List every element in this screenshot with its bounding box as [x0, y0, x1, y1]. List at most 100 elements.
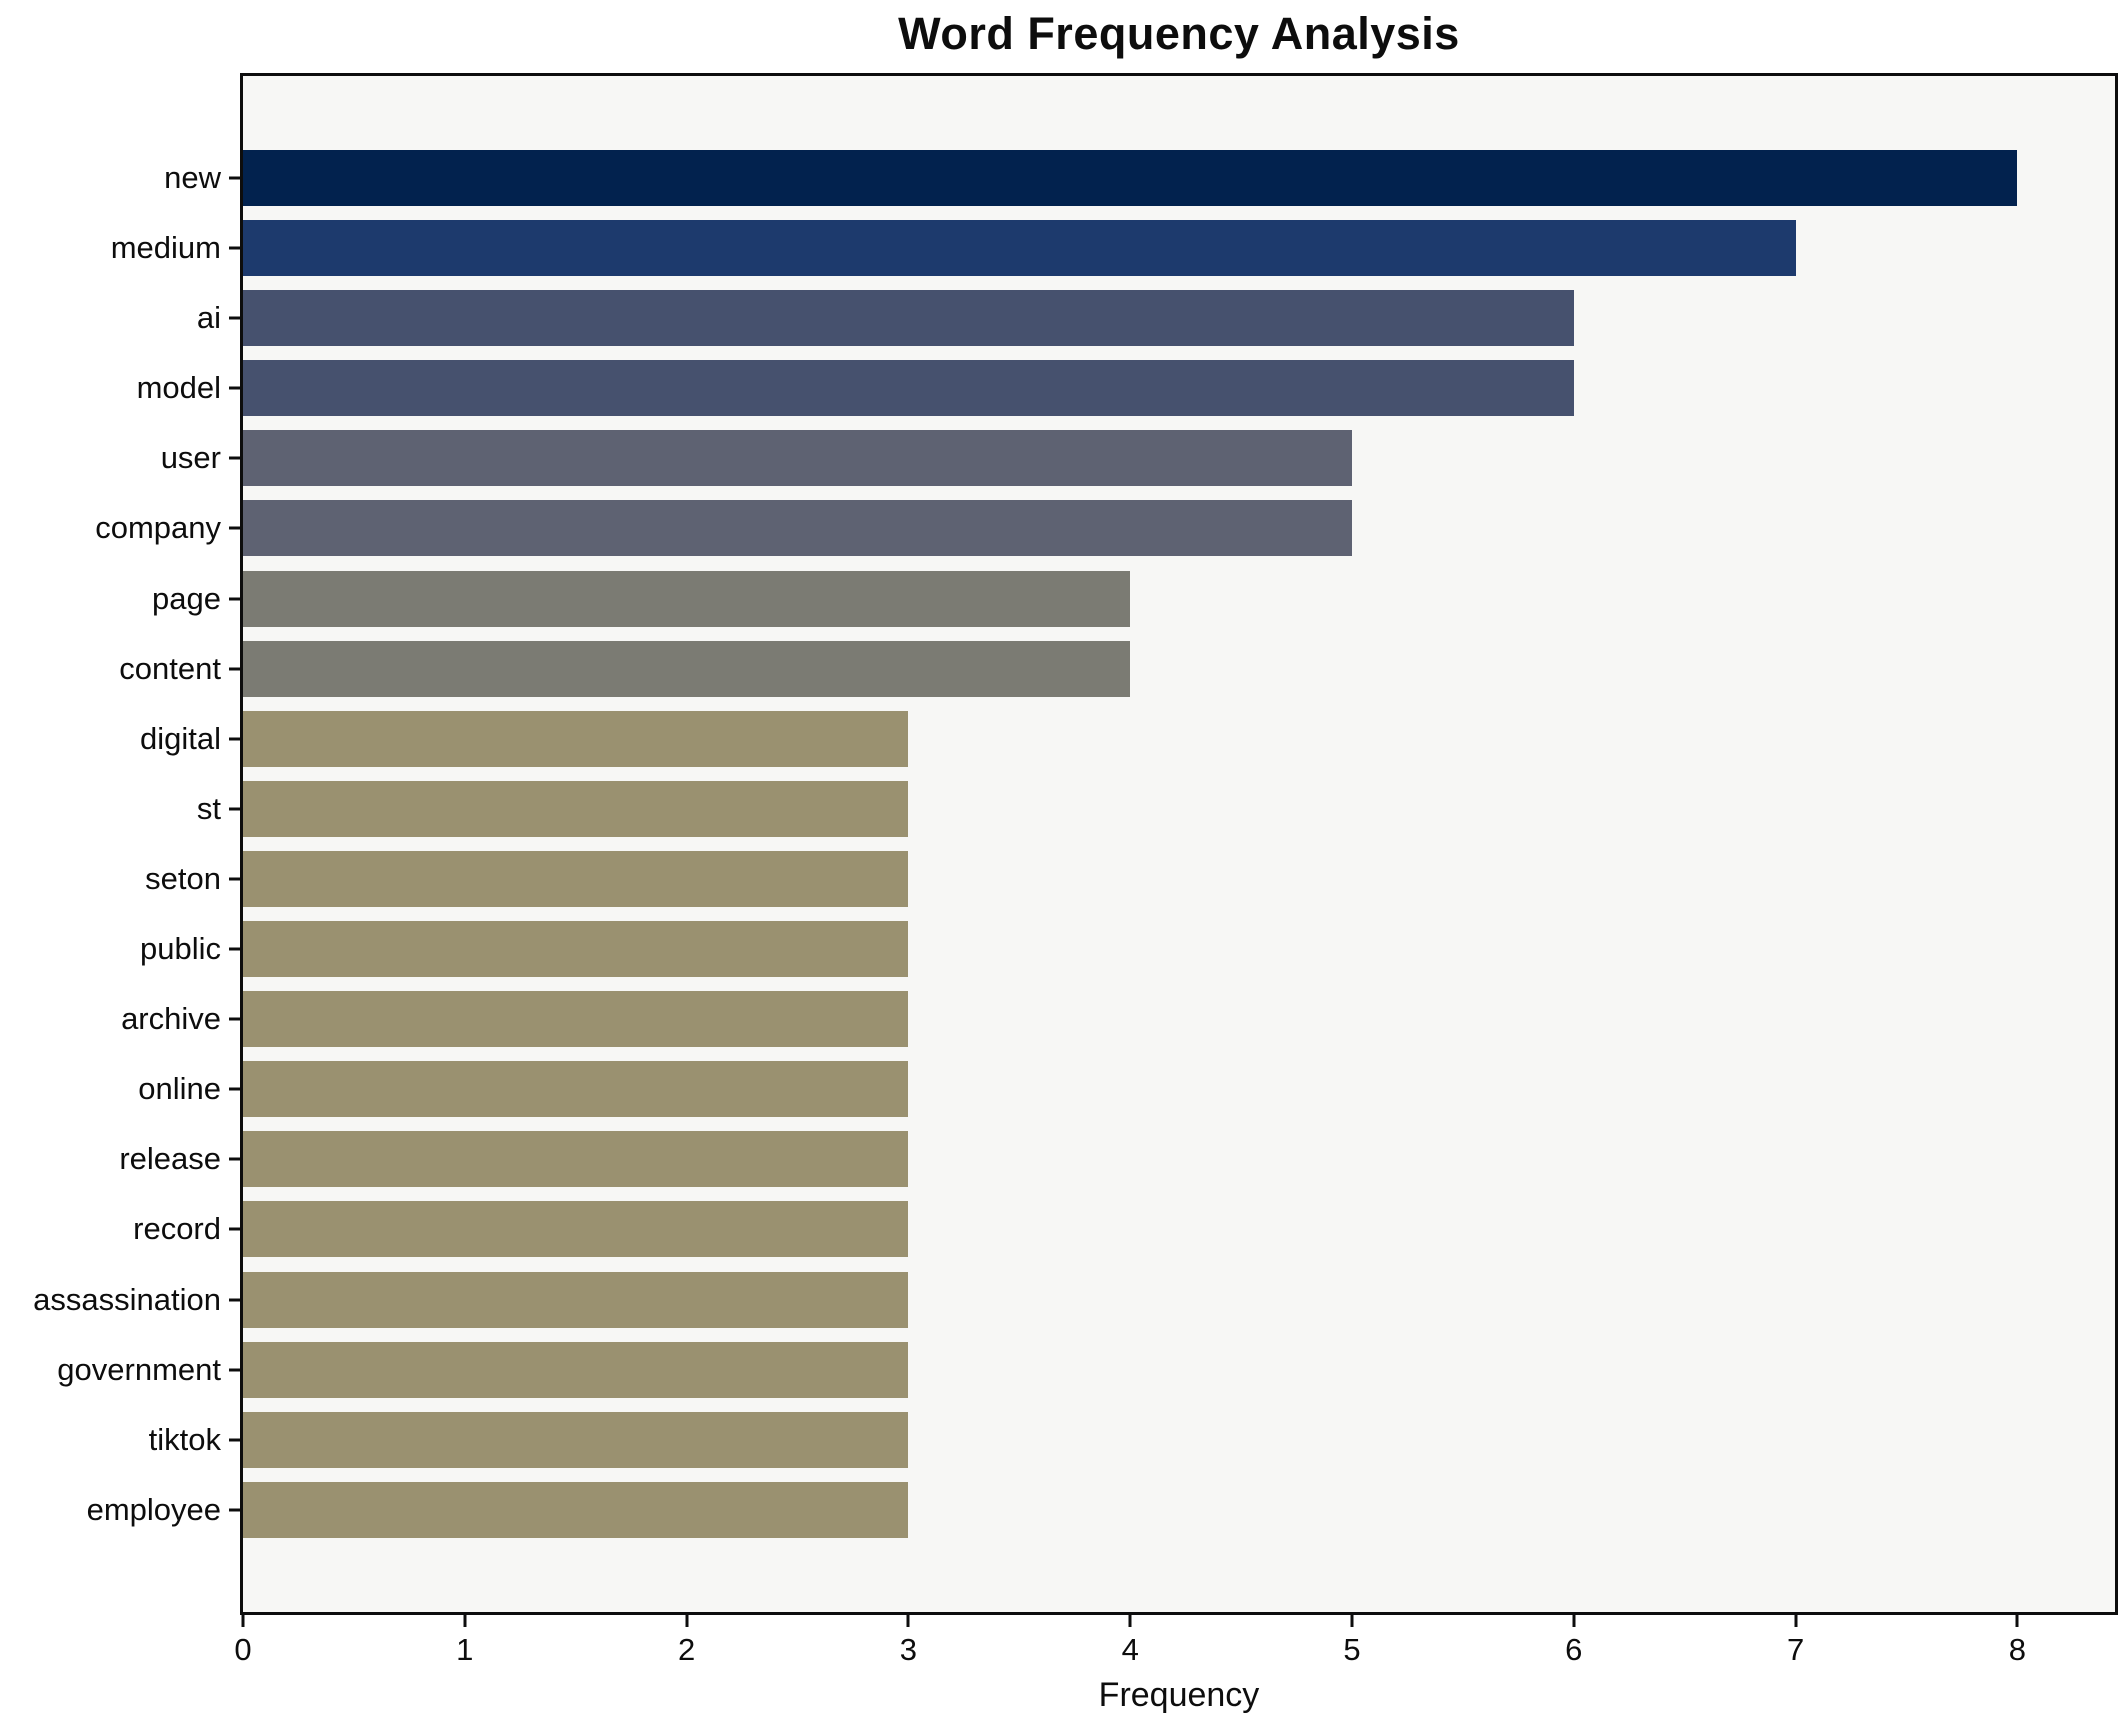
frequency-bar — [243, 500, 1352, 557]
x-tick-mark — [1350, 1615, 1354, 1627]
bar-row: user — [161, 423, 2115, 493]
bar-row: release — [119, 1124, 2115, 1194]
y-tick-mark — [229, 1438, 240, 1442]
y-tick-mark — [229, 1087, 240, 1091]
x-tick-label: 0 — [234, 1632, 252, 1667]
y-axis-label: company — [95, 510, 221, 546]
x-tick-label: 3 — [899, 1632, 918, 1667]
frequency-bar — [243, 360, 1574, 417]
frequency-bar — [243, 921, 909, 978]
bars-area: new medium ai model user company page content di… — [33, 76, 2115, 1612]
frequency-bar — [243, 430, 1352, 487]
chart-title: Word Frequency Analysis — [898, 8, 1460, 59]
x-tick-label: 6 — [1565, 1632, 1583, 1667]
y-tick-mark — [229, 526, 240, 530]
bar-row: content — [119, 634, 2115, 704]
y-tick-mark — [229, 176, 240, 180]
y-tick-mark — [229, 947, 240, 951]
x-tick-mark — [2015, 1615, 2019, 1627]
frequency-bar — [243, 850, 909, 907]
y-tick-mark — [229, 386, 240, 390]
frequency-bar — [243, 1201, 909, 1258]
y-axis-label: archive — [121, 1001, 221, 1037]
bar-row: model — [137, 353, 2115, 423]
y-axis-label: user — [160, 440, 221, 476]
y-tick-mark — [229, 667, 240, 671]
frequency-bar — [243, 1271, 909, 1328]
y-axis-label: release — [119, 1141, 221, 1177]
x-tick-label: 4 — [1121, 1632, 1139, 1667]
x-tick-mark — [1572, 1615, 1576, 1627]
frequency-bar — [243, 640, 1131, 697]
y-axis-label: public — [140, 931, 221, 967]
bar-row: seton — [145, 844, 2115, 914]
y-tick-mark — [229, 1017, 240, 1021]
bar-row: ai — [197, 283, 2115, 353]
y-axis-label: assassination — [33, 1281, 221, 1317]
frequency-bar — [243, 1481, 909, 1538]
frequency-bar — [243, 780, 909, 837]
y-tick-mark — [229, 1368, 240, 1372]
frequency-bar — [243, 150, 2018, 206]
frequency-bar — [243, 991, 909, 1048]
frequency-bar — [243, 1131, 909, 1188]
y-axis-label: new — [164, 160, 221, 195]
bar-row: st — [197, 774, 2115, 844]
y-axis-label: page — [152, 580, 221, 616]
frequency-bar — [243, 220, 1796, 277]
y-axis-label: content — [119, 650, 221, 686]
frequency-bar — [243, 710, 909, 767]
y-tick-mark — [229, 597, 240, 601]
x-tick-label: 5 — [1343, 1632, 1361, 1667]
bar-row: employee — [87, 1475, 2115, 1545]
y-axis-label: digital — [140, 720, 221, 756]
frequency-bar — [243, 1411, 909, 1468]
bar-row: online — [138, 1054, 2115, 1124]
y-axis-label: online — [138, 1071, 221, 1107]
x-tick-mark — [463, 1615, 467, 1627]
frequency-bar — [243, 290, 1574, 347]
x-tick-mark — [1128, 1615, 1132, 1627]
x-tick-mark — [1794, 1615, 1798, 1627]
y-axis-label: st — [196, 790, 221, 826]
bar-row: company — [95, 493, 2115, 563]
frequency-bar — [243, 1341, 909, 1398]
x-tick-label: 7 — [1786, 1632, 1805, 1667]
y-axis-label: tiktok — [148, 1421, 221, 1457]
y-tick-mark — [229, 1227, 240, 1231]
x-axis-title: Frequency — [1098, 1676, 1260, 1714]
bar-row: medium — [111, 213, 2115, 283]
y-tick-mark — [229, 316, 240, 320]
bar-row: archive — [121, 984, 2115, 1054]
bar-row: assassination — [33, 1265, 2115, 1335]
bar-row: government — [57, 1335, 2115, 1405]
x-tick-label: 2 — [677, 1632, 696, 1667]
y-axis-label: employee — [86, 1491, 221, 1527]
x-tick-mark — [241, 1615, 245, 1627]
y-tick-mark — [229, 1508, 240, 1512]
y-axis-label: ai — [196, 300, 221, 336]
bar-row: new — [164, 143, 2115, 213]
y-tick-mark — [229, 877, 240, 881]
y-tick-mark — [229, 807, 240, 811]
y-axis-label: seton — [145, 860, 221, 896]
y-axis-label: government — [57, 1351, 221, 1387]
x-tick-mark — [685, 1615, 689, 1627]
plot-area: new medium ai model user company page content di… — [33, 73, 2118, 1714]
frequency-bar — [243, 1061, 909, 1118]
y-tick-mark — [229, 456, 240, 460]
y-tick-mark — [229, 246, 240, 250]
y-axis-label: model — [136, 370, 221, 406]
bar-row: record — [133, 1194, 2115, 1264]
y-axis-label: record — [133, 1211, 221, 1247]
x-tick-label: 1 — [456, 1632, 474, 1667]
y-tick-mark — [229, 737, 240, 741]
y-tick-mark — [229, 1157, 240, 1161]
y-tick-mark — [229, 1298, 240, 1301]
x-tick-mark — [906, 1615, 910, 1627]
bar-row: page — [152, 564, 2115, 634]
frequency-bar — [243, 570, 1131, 627]
x-tick-label: 8 — [2008, 1632, 2027, 1667]
y-axis-label: medium — [110, 230, 221, 266]
bar-row: public — [140, 914, 2115, 984]
